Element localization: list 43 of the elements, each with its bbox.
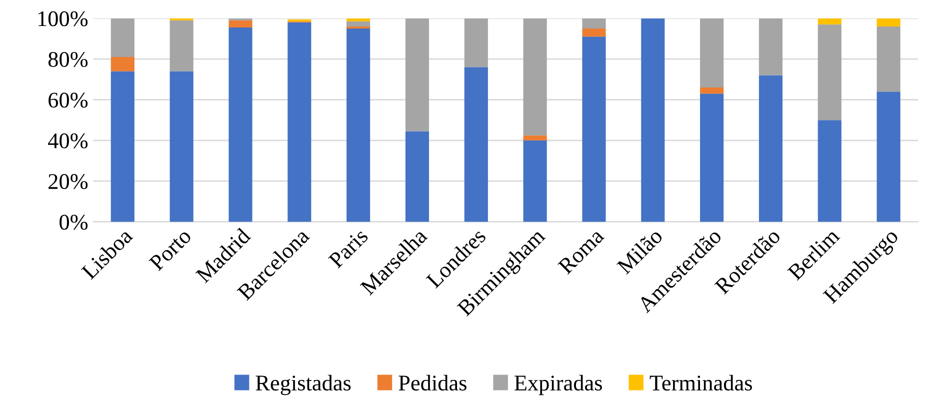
bar [582, 28, 606, 37]
legend-label: Expiradas [514, 374, 602, 396]
bar [288, 22, 312, 222]
bar [641, 18, 665, 222]
bar [818, 120, 842, 222]
bar [110, 71, 134, 222]
bar [170, 20, 194, 72]
bar [876, 18, 900, 26]
bar [464, 67, 488, 222]
bar [876, 92, 900, 222]
bar [346, 21, 370, 26]
bar [582, 18, 606, 28]
bar [170, 71, 194, 222]
bar [405, 131, 430, 222]
legend-label: Terminadas [650, 374, 752, 391]
bar [818, 18, 842, 24]
bar [876, 26, 900, 92]
bar [464, 18, 488, 68]
bar [582, 36, 606, 222]
bar [700, 18, 724, 88]
y-tick-label: 100% [38, 11, 88, 26]
bar [110, 56, 134, 72]
bar [523, 18, 547, 136]
bar [700, 94, 724, 222]
bar [228, 20, 252, 28]
legend-label: Registadas [256, 374, 351, 396]
bar [523, 140, 547, 222]
bar [523, 135, 547, 140]
bar [700, 88, 724, 94]
y-tick-label: 40% [48, 133, 88, 148]
bar [758, 18, 783, 76]
bar [346, 18, 370, 22]
bar [758, 75, 783, 222]
legend-label: Pedidas [398, 374, 466, 391]
bar [818, 24, 842, 120]
bar [405, 18, 430, 132]
bar [228, 27, 252, 222]
bar [110, 18, 134, 57]
y-tick-label: 60% [48, 92, 88, 108]
y-tick-label: 80% [48, 52, 88, 68]
y-tick-label: 20% [48, 174, 88, 190]
y-tick-label: 0% [60, 214, 88, 230]
bar [346, 28, 370, 222]
